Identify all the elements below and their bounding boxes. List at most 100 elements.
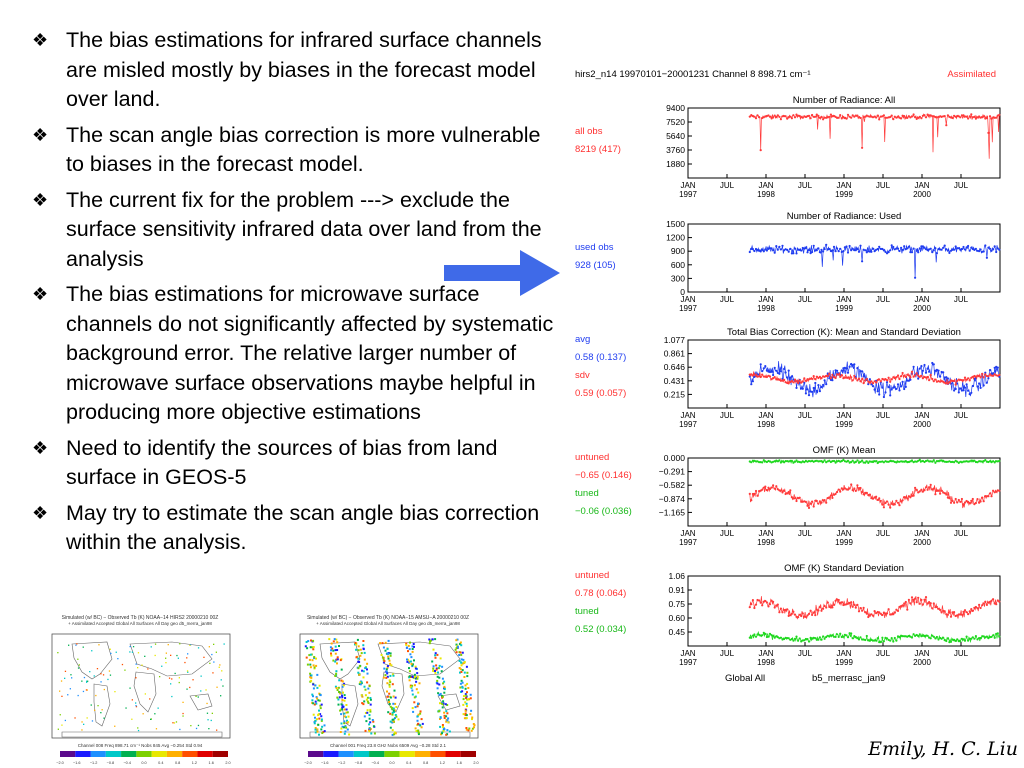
obs-dot (137, 652, 140, 654)
obs-dot (368, 685, 371, 688)
obs-dot (428, 638, 431, 641)
obs-dot (434, 652, 437, 655)
x-tick-month: JAN (836, 411, 851, 420)
obs-dot (458, 660, 461, 662)
obs-dot (366, 696, 369, 699)
data-point (903, 387, 906, 391)
data-point (979, 386, 982, 389)
data-point (963, 639, 967, 642)
obs-dot (360, 680, 363, 683)
data-point (904, 600, 907, 604)
obs-dot (315, 664, 318, 667)
map-footer: Channel 008 Freq 898.71 cm⁻¹ Nobs 845 Av… (78, 743, 203, 748)
data-point (879, 641, 882, 644)
series-annotation: 928 (105) (575, 260, 616, 271)
obs-dot (100, 712, 102, 714)
obs-dot (382, 646, 385, 649)
data-point (779, 118, 782, 121)
data-point (974, 460, 977, 464)
y-tick-label: 600 (671, 260, 685, 270)
data-point (748, 606, 751, 609)
data-point (918, 375, 921, 378)
data-point (753, 115, 756, 118)
data-point (993, 636, 996, 639)
obs-dot (309, 653, 312, 656)
obs-dot (333, 638, 336, 641)
bullet-text: The bias estimations for infrared surfac… (66, 28, 542, 111)
data-point (836, 373, 839, 376)
obs-dot (390, 664, 393, 667)
obs-dot (336, 641, 339, 644)
data-point (979, 636, 982, 640)
data-point (978, 374, 981, 377)
x-tick-month: JUL (876, 529, 891, 538)
data-point (772, 377, 775, 380)
data-point (910, 636, 914, 639)
obs-dot (314, 728, 317, 731)
data-point (978, 603, 981, 607)
x-tick-month: JUL (954, 529, 969, 538)
data-point (787, 250, 790, 253)
obs-dot (393, 711, 396, 713)
data-point (946, 613, 949, 616)
obs-dot (369, 708, 372, 711)
obs-dot (137, 667, 139, 669)
data-point (753, 606, 756, 610)
obs-dot (411, 689, 414, 692)
obs-dot (389, 720, 392, 723)
data-point (836, 490, 839, 494)
data-point (792, 252, 795, 255)
data-point (943, 460, 946, 463)
data-point (861, 370, 864, 373)
data-point (779, 370, 782, 373)
data-point (790, 380, 793, 383)
obs-dot (83, 723, 85, 725)
data-point (985, 381, 988, 384)
obs-dot (312, 664, 315, 667)
obs-dot (87, 680, 89, 682)
obs-dot (98, 644, 100, 646)
data-point (853, 487, 856, 490)
data-point (879, 499, 882, 502)
obs-dot (218, 666, 220, 668)
data-point (754, 117, 758, 120)
obs-dot (411, 663, 414, 666)
obs-dot (316, 728, 319, 731)
obs-dot (329, 646, 332, 649)
data-point (984, 600, 987, 603)
data-point (924, 486, 928, 489)
data-point (976, 607, 979, 610)
data-point (789, 115, 792, 118)
data-point (756, 494, 759, 497)
obs-dot (314, 719, 317, 722)
obs-dot (369, 697, 372, 699)
obs-dot (131, 699, 133, 701)
colorbar-label: 2.0 (473, 761, 478, 765)
obs-dot (319, 713, 322, 716)
data-point (903, 496, 906, 499)
data-point (786, 492, 789, 495)
obs-dot (184, 661, 186, 664)
obs-dot (407, 650, 409, 653)
obs-dot (392, 709, 395, 712)
data-point (775, 369, 778, 372)
data-point (923, 598, 926, 601)
data-point (836, 633, 839, 636)
obs-dot (344, 697, 347, 699)
data-point (931, 460, 934, 463)
data-point (817, 502, 820, 505)
obs-dot (362, 648, 365, 651)
data-point (910, 596, 914, 599)
obs-dot (309, 666, 312, 669)
obs-dot (342, 684, 345, 687)
obs-dot (121, 663, 124, 666)
obs-dot (219, 664, 221, 666)
obs-dot (309, 672, 312, 675)
obs-dot (462, 713, 465, 716)
obs-dot (336, 696, 339, 699)
data-point (807, 114, 811, 117)
data-point (761, 461, 764, 464)
data-point (973, 115, 976, 118)
data-point (792, 639, 795, 642)
obs-dot (336, 689, 339, 691)
